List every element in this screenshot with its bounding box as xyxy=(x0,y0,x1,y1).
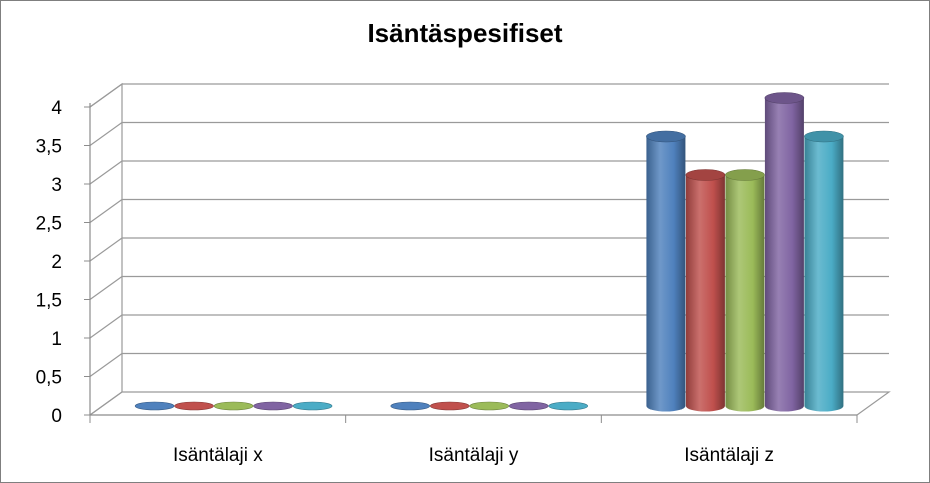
bar-top xyxy=(725,169,765,181)
y-tick-label: 3,5 xyxy=(36,137,62,158)
y-tick-label: 4 xyxy=(51,98,62,119)
y-tick-label: 1 xyxy=(51,329,62,350)
y-tick-label: 3 xyxy=(51,175,62,196)
gridline xyxy=(89,314,889,339)
bar-top xyxy=(213,401,254,411)
bar xyxy=(253,401,293,411)
bar xyxy=(469,401,510,411)
bar-body xyxy=(764,98,804,412)
bar-top xyxy=(764,92,805,104)
bar xyxy=(390,401,431,411)
gridline xyxy=(89,275,889,300)
grid-layer xyxy=(89,82,891,416)
bar xyxy=(292,401,333,411)
bar xyxy=(764,92,805,412)
bar-top xyxy=(253,401,293,411)
bar xyxy=(429,401,470,411)
chart-title: Isäntäspesifiset xyxy=(367,18,563,48)
bar-top xyxy=(685,169,726,181)
bar-top xyxy=(292,401,333,411)
bar xyxy=(804,130,844,412)
bar-top xyxy=(646,130,686,143)
axis-layer xyxy=(84,103,858,423)
bar xyxy=(725,169,765,412)
bar-top xyxy=(508,401,549,411)
y-tick-label: 1,5 xyxy=(36,291,62,312)
bar-top xyxy=(469,401,510,411)
bar-body xyxy=(685,175,725,412)
label-layer: 0 0,5 1 1,5 2 2,5 3 3,5 4 Isäntälaji x Isäntälaji … xyxy=(36,98,774,466)
gridline xyxy=(89,198,889,223)
x-tick-label: Isäntälaji y xyxy=(429,445,519,466)
gridline xyxy=(89,83,889,108)
bar-top xyxy=(804,130,844,143)
bar xyxy=(548,401,589,411)
x-tick-label: Isäntälaji x xyxy=(173,445,263,466)
bar xyxy=(174,401,214,411)
bar xyxy=(213,401,254,411)
y-tick-label: 0 xyxy=(51,406,62,427)
x-tick-label: Isäntälaji z xyxy=(684,445,774,466)
bar xyxy=(134,401,175,411)
bar-top xyxy=(548,401,589,411)
y-tick-label: 2,5 xyxy=(36,214,62,235)
bar xyxy=(646,130,686,412)
gridline xyxy=(89,160,889,185)
bar-top xyxy=(429,401,470,411)
bar-body xyxy=(646,136,686,412)
gridline xyxy=(89,121,889,146)
y-tick-label: 0,5 xyxy=(36,368,62,389)
bar-body xyxy=(725,175,765,412)
floor xyxy=(89,391,891,416)
bar-top xyxy=(174,401,214,411)
gridline xyxy=(89,237,889,262)
bar-body xyxy=(804,136,844,412)
bars-layer xyxy=(134,92,844,412)
bar xyxy=(685,169,726,412)
gridline xyxy=(89,352,889,377)
bar-top xyxy=(390,401,431,411)
bar xyxy=(508,401,549,411)
y-tick-label: 2 xyxy=(51,252,62,273)
bar-top xyxy=(134,401,175,411)
